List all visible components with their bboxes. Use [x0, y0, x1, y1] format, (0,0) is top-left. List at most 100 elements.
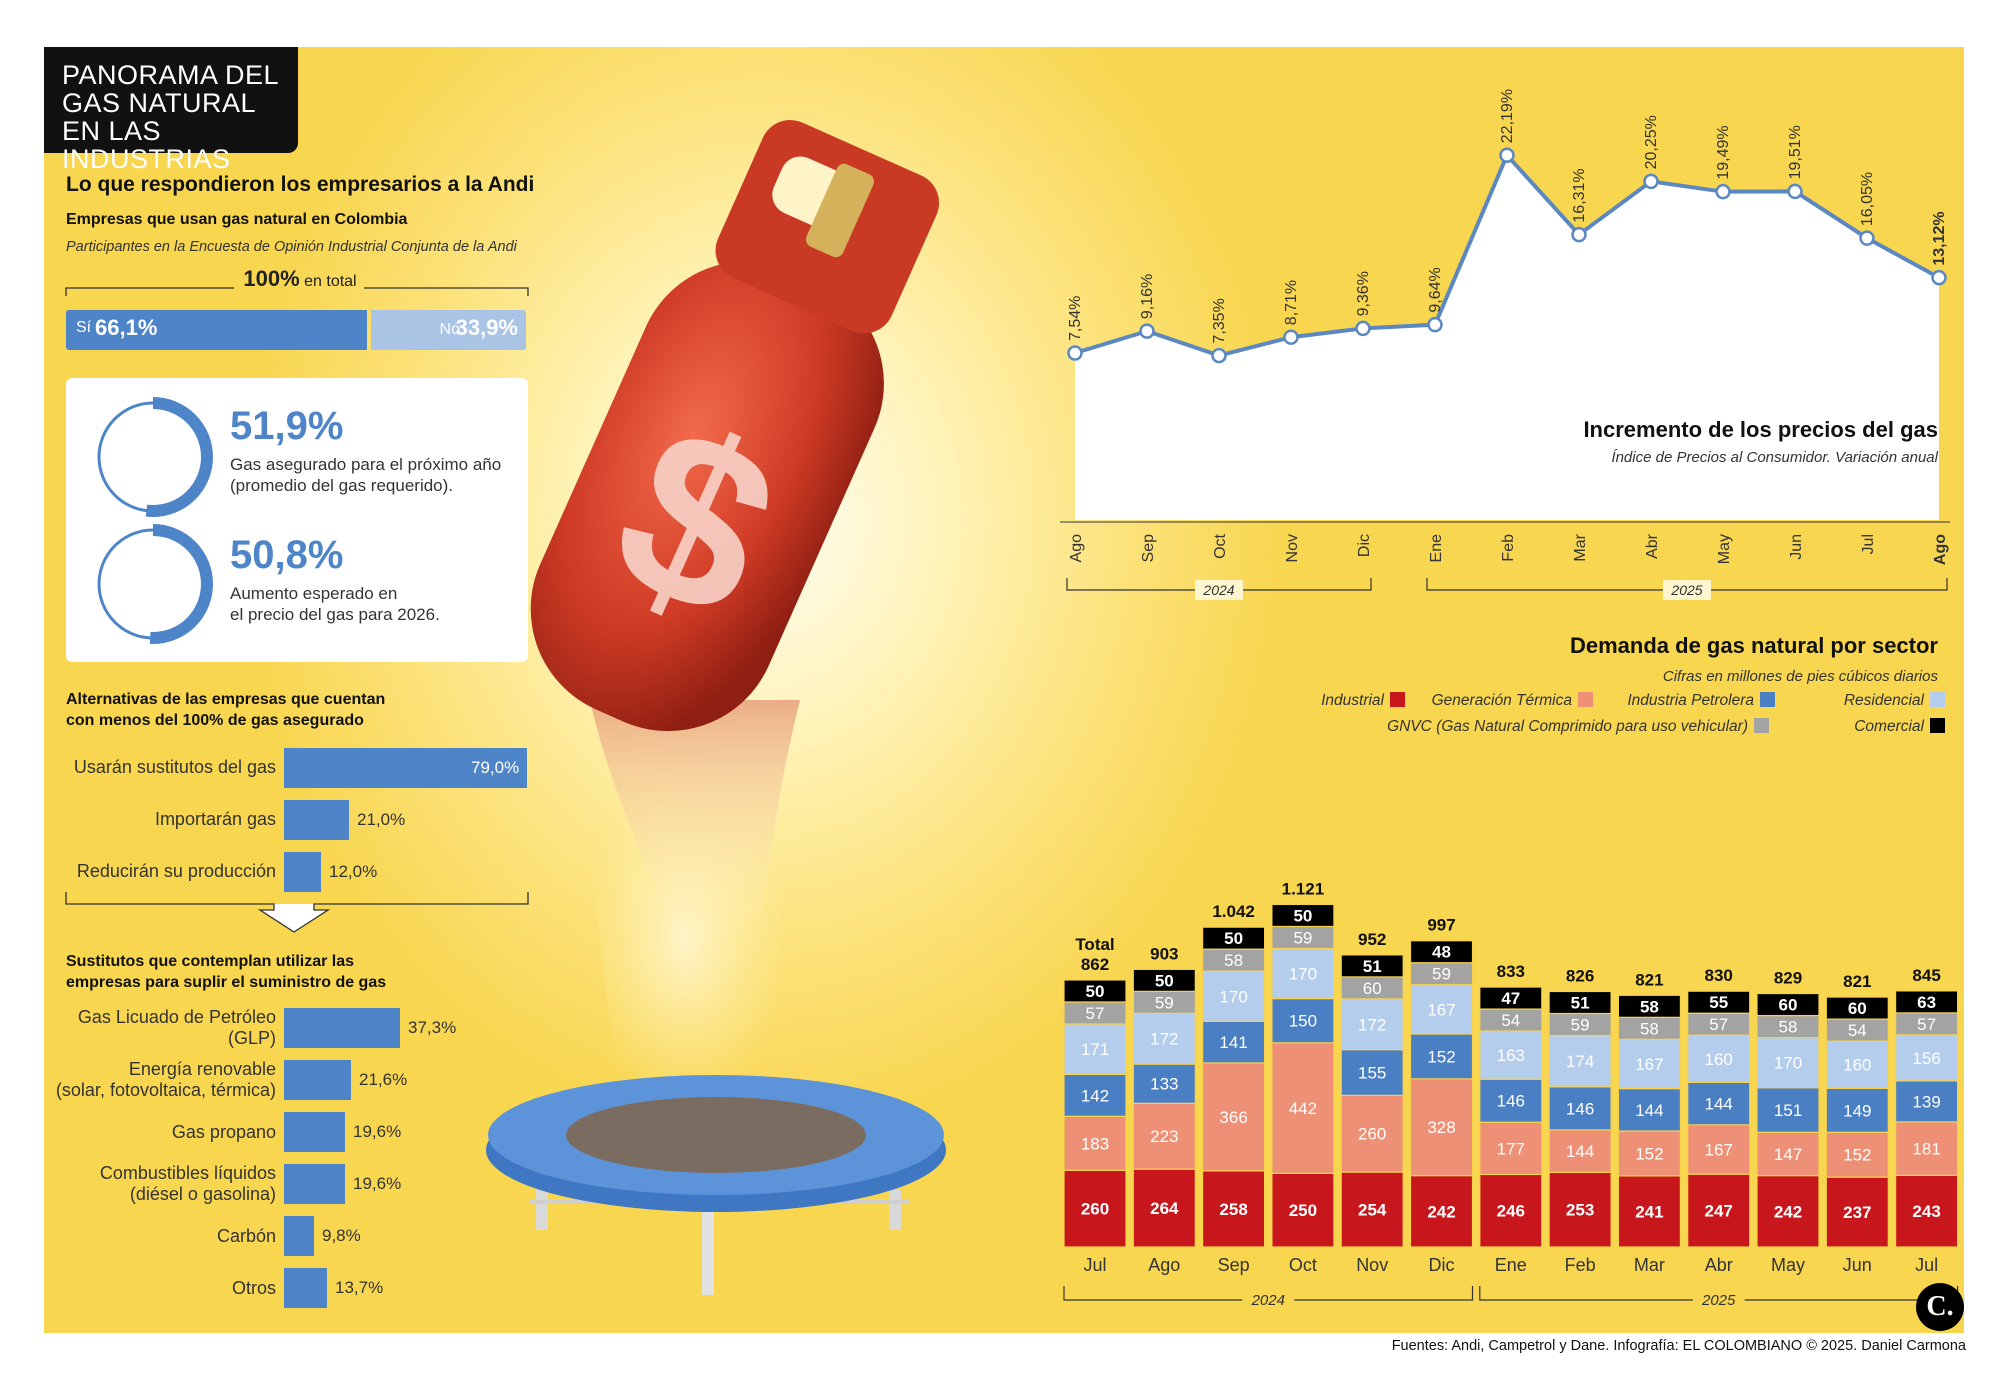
substitute-label: Combustibles líquidos	[99, 1163, 276, 1183]
bar-segment	[1132, 968, 1196, 992]
bar-segment-label: 260	[1081, 1200, 1109, 1219]
bar-x-tick: Sep	[1218, 1255, 1250, 1275]
bar-segment-label: 54	[1848, 1021, 1867, 1040]
bar-segment	[1894, 1121, 1959, 1176]
bar-segment-label: 253	[1566, 1201, 1594, 1220]
bar-segment-label: 171	[1081, 1040, 1109, 1059]
bar-segment	[1202, 1062, 1266, 1172]
donut-gas-asegurado	[93, 397, 213, 517]
bar-segment-label: 54	[1501, 1011, 1520, 1030]
legend-swatch	[1578, 692, 1593, 707]
bar-segment-label: 59	[1293, 928, 1312, 947]
bar-segment	[1340, 954, 1404, 978]
line-data-label: 19,51%	[1787, 125, 1804, 179]
substitute-value: 37,3%	[408, 1018, 457, 1037]
donut-arc-2	[93, 524, 213, 644]
bar-segment-label: 63	[1917, 993, 1936, 1012]
donut-value-2: 50,8%	[230, 533, 344, 577]
bar-chart-title: Demanda de gas natural por sector	[1570, 633, 1938, 658]
substitute-bar	[284, 1216, 314, 1256]
bar-segment-label: 60	[1848, 999, 1867, 1018]
legend-label: Industria Petrolera	[1627, 692, 1754, 709]
substitute-bar	[284, 1268, 327, 1308]
bar-segment-label: 160	[1705, 1050, 1733, 1069]
line-x-tick: Sep	[1140, 534, 1157, 563]
bar-x-tick: May	[1771, 1255, 1805, 1275]
line-point	[1067, 345, 1083, 361]
substitutes-title: Sustitutos que contemplan utilizar las e…	[66, 953, 387, 991]
bar-year-label: 2024	[1251, 1292, 1285, 1309]
bar-segment-label: 146	[1497, 1092, 1525, 1111]
bar-segment	[1548, 1034, 1612, 1088]
bar-segment-label: 152	[1427, 1047, 1455, 1066]
legend-swatch	[1760, 692, 1775, 707]
line-data-label: 13,12%	[1931, 211, 1948, 265]
line-point	[1427, 316, 1443, 333]
substitute-value: 13,7%	[335, 1278, 384, 1297]
bar-segment-label: 152	[1843, 1146, 1871, 1165]
donut-value-1: 51,9%	[230, 404, 344, 448]
substitute-value: 21,6%	[359, 1070, 408, 1089]
bar-segment	[1617, 1038, 1682, 1090]
bar-total-value: 830	[1705, 966, 1733, 985]
substitute-label: Carbón	[216, 1226, 276, 1246]
no-bar: No 33,9%	[371, 310, 526, 350]
price-line-chart: 7,54% 9,16% 7,35% 8,71% 9,36% 9,64% 22,19% 16,3…	[1060, 89, 1950, 600]
bar-segment-label: 177	[1497, 1139, 1525, 1158]
line-year-label: 2024	[1202, 582, 1234, 598]
bar-segment	[1687, 1173, 1751, 1248]
bar-segment-label: 144	[1705, 1095, 1733, 1114]
line-x-tick: Nov	[1284, 534, 1301, 562]
alternative-label: Importarán gas	[154, 809, 276, 829]
line-x-tick: May	[1716, 534, 1733, 564]
line-point	[1139, 323, 1155, 339]
bar-total-value: 821	[1635, 970, 1663, 989]
bar-segment-label: 149	[1843, 1101, 1871, 1120]
bar-segment-label: 57	[1709, 1015, 1728, 1034]
bar-segment	[1132, 1102, 1196, 1170]
bar-total-value: 862	[1081, 955, 1109, 974]
line-point	[1571, 226, 1587, 243]
bar-segment-label: 50	[1224, 929, 1243, 948]
line-x-tick: Jul	[1860, 534, 1877, 554]
bar-segment-label: 51	[1363, 957, 1382, 976]
bar-segment	[1548, 1171, 1612, 1248]
alternative-bar	[284, 852, 321, 892]
survey-subheading: Empresas que usan gas natural en Colombi…	[66, 211, 408, 228]
bar-segment	[1409, 940, 1474, 964]
bar-segment-label: 55	[1709, 993, 1728, 1012]
bar-segment	[1894, 1034, 1959, 1082]
bar-segment-label: 172	[1150, 1030, 1178, 1049]
line-point	[1355, 320, 1371, 337]
legend-label: Comercial	[1854, 718, 1924, 735]
bar-total-value: 1.121	[1282, 879, 1325, 898]
bar-segment-label: 264	[1150, 1199, 1179, 1218]
bar-total-value: 829	[1774, 969, 1802, 988]
line-x-tick: Feb	[1500, 534, 1517, 562]
bar-segment	[1894, 1174, 1959, 1248]
bar-segment-label: 58	[1640, 997, 1659, 1016]
bar-x-tick: Ago	[1148, 1255, 1180, 1275]
bar-segment	[1548, 990, 1612, 1015]
line-data-label: 9,16%	[1139, 274, 1156, 319]
bar-segment-label: 150	[1289, 1012, 1317, 1031]
bar-segment	[1825, 1131, 1889, 1178]
total-label: 100% en total	[243, 266, 357, 291]
line-chart-title: Incremento de los precios del gas	[1583, 417, 1938, 442]
bar-total-value: 826	[1566, 966, 1594, 985]
bar-x-tick: Dic	[1429, 1255, 1455, 1275]
bar-segment	[1894, 990, 1959, 1014]
alternative-bar	[284, 748, 527, 788]
bar-x-tick: Jul	[1083, 1255, 1106, 1275]
bar-segment-label: 146	[1566, 1099, 1594, 1118]
donut-aumento-precio	[93, 524, 213, 644]
substitute-value: 19,6%	[353, 1122, 402, 1141]
substitute-bar	[284, 1008, 400, 1048]
donut-text-1a: Gas asegurado para el próximo año	[230, 455, 502, 474]
donut-text-1b: (promedio del gas requerido).	[230, 476, 454, 495]
bar-x-tick: Nov	[1356, 1255, 1388, 1275]
bar-segment-label: 170	[1219, 987, 1247, 1006]
line-data-label: 20,25%	[1643, 115, 1660, 169]
bar-segment-label: 242	[1774, 1202, 1802, 1221]
legend-label: GNVC (Gas Natural Comprimido para uso ve…	[1387, 718, 1748, 735]
